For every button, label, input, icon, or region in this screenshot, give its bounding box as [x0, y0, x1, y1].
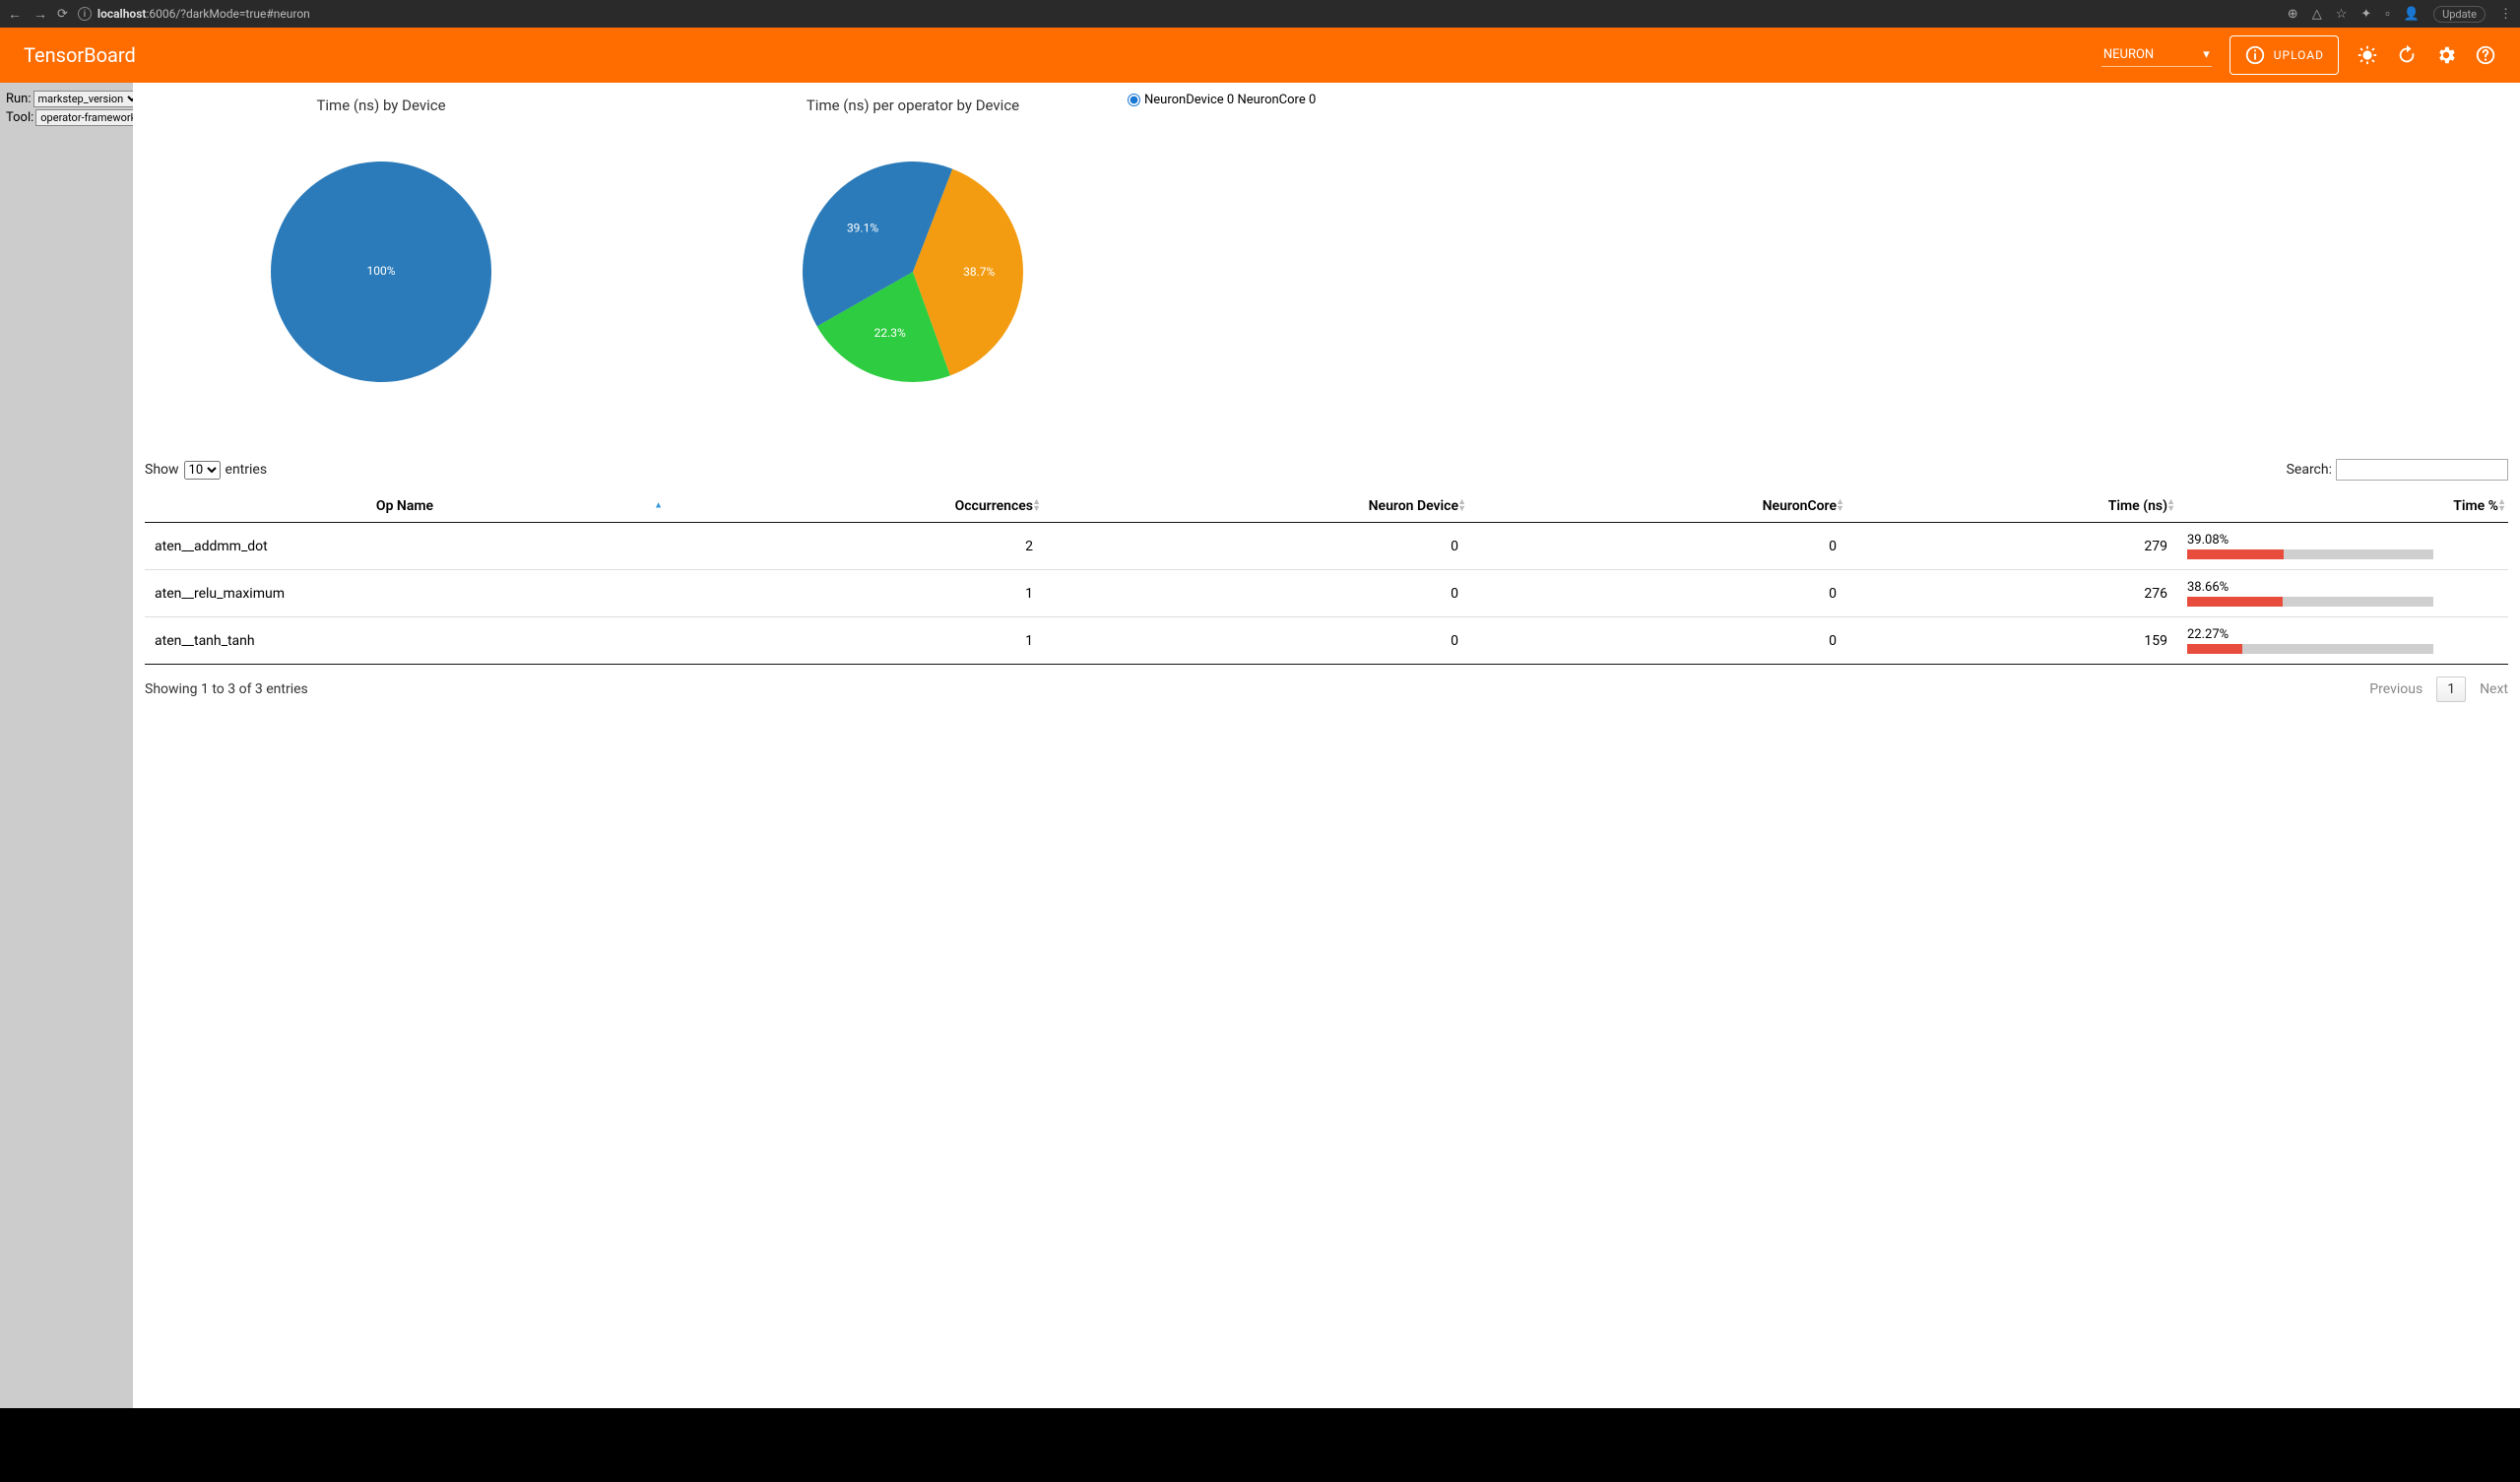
run-select[interactable]: markstep_version [33, 91, 141, 107]
info-icon [2244, 44, 2266, 66]
run-label: Run: [6, 92, 32, 106]
search-input[interactable] [2336, 459, 2508, 481]
chart-title: Time (ns) by Device [145, 97, 617, 114]
entries-label: entries [226, 462, 268, 478]
page-size-select[interactable]: 10 [184, 461, 221, 480]
chart-time-by-device: Time (ns) by Device 100% [145, 97, 617, 400]
upload-button[interactable]: UPLOAD [2229, 35, 2339, 75]
operators-table: Op Name▲Occurrences▲▼Neuron Device▲▼Neur… [145, 490, 2508, 665]
svg-text:100%: 100% [366, 264, 395, 278]
table-cell: 279 [1846, 523, 2177, 570]
table-info: Showing 1 to 3 of 3 entries [145, 681, 308, 697]
column-header[interactable]: Time %▲▼ [2177, 490, 2508, 523]
gear-icon[interactable] [2435, 44, 2457, 66]
address-bar[interactable]: i localhost:6006/?darkMode=true#neuron [78, 7, 310, 21]
zoom-icon[interactable]: ⊕ [2288, 7, 2298, 22]
time-pct-cell: 22.27% [2177, 617, 2508, 665]
browser-chrome: ← → ⟳ i localhost:6006/?darkMode=true#ne… [0, 0, 2520, 28]
profile-icon[interactable]: 👤 [2404, 7, 2420, 22]
next-button[interactable]: Next [2480, 681, 2508, 697]
reload-button[interactable]: ⟳ [57, 7, 68, 22]
share-icon[interactable]: △ [2312, 7, 2322, 22]
update-button[interactable]: Update [2433, 6, 2486, 23]
column-header[interactable]: Time (ns)▲▼ [1846, 490, 2177, 523]
table-cell: 1 [665, 617, 1043, 665]
main-content: NeuronDevice 0 NeuronCore 0 Time (ns) by… [133, 83, 2520, 1408]
column-header[interactable]: NeuronCore▲▼ [1468, 490, 1846, 523]
column-header[interactable]: Op Name▲ [145, 490, 665, 523]
tool-label: Tool: [6, 110, 33, 125]
chevron-down-icon: ▾ [2203, 47, 2210, 62]
column-header[interactable]: Neuron Device▲▼ [1043, 490, 1468, 523]
column-header[interactable]: Occurrences▲▼ [665, 490, 1043, 523]
sidebar: Run: markstep_version Tool: operator-fra… [0, 83, 133, 1408]
table-cell: 159 [1846, 617, 2177, 665]
page-number[interactable]: 1 [2436, 677, 2466, 702]
app-header: TensorBoard NEURON ▾ UPLOAD [0, 28, 2520, 83]
svg-text:22.3%: 22.3% [874, 326, 906, 340]
star-icon[interactable]: ☆ [2336, 7, 2348, 22]
forward-button[interactable]: → [33, 6, 47, 23]
chart-title: Time (ns) per operator by Device [677, 97, 1149, 114]
url-host: localhost [97, 7, 147, 21]
time-pct-cell: 39.08% [2177, 523, 2508, 570]
legend-radio[interactable] [1128, 94, 1140, 106]
table-row: aten__tanh_tanh10015922.27% [145, 617, 2508, 665]
table-cell: 0 [1468, 617, 1846, 665]
url-path: :6006/?darkMode=true#neuron [146, 7, 309, 21]
pie-chart-2: 38.7% 22.3% 39.1% [785, 144, 1041, 400]
table-cell: 0 [1043, 523, 1468, 570]
table-cell: 0 [1468, 523, 1846, 570]
table-cell: aten__relu_maximum [145, 570, 665, 617]
table-cell: 0 [1043, 570, 1468, 617]
svg-text:39.1%: 39.1% [847, 221, 878, 234]
help-icon[interactable] [2475, 44, 2496, 66]
table-row: aten__addmm_dot20027939.08% [145, 523, 2508, 570]
prev-button[interactable]: Previous [2369, 681, 2423, 697]
overflow-menu-icon[interactable]: ⋮ [2499, 7, 2512, 22]
table-cell: 0 [1043, 617, 1468, 665]
chart-time-per-operator: Time (ns) per operator by Device 38.7% 22… [677, 97, 1149, 400]
table-row: aten__relu_maximum10027638.66% [145, 570, 2508, 617]
puzzle-icon[interactable]: ✦ [2360, 7, 2371, 22]
upload-label: UPLOAD [2274, 48, 2324, 62]
table-cell: 1 [665, 570, 1043, 617]
table-cell: aten__tanh_tanh [145, 617, 665, 665]
show-label: Show [145, 462, 179, 478]
pie-chart-1: 100% [253, 144, 509, 400]
plugin-select-value: NEURON [2103, 47, 2154, 62]
back-button[interactable]: ← [8, 6, 22, 23]
panel-icon[interactable]: ▫ [2385, 6, 2390, 22]
search-label: Search: [2287, 462, 2332, 478]
legend: NeuronDevice 0 NeuronCore 0 [1128, 93, 1316, 107]
refresh-icon[interactable] [2396, 44, 2418, 66]
app-title: TensorBoard [24, 43, 136, 67]
time-pct-cell: 38.66% [2177, 570, 2508, 617]
table-cell: 2 [665, 523, 1043, 570]
table-cell: 276 [1846, 570, 2177, 617]
site-info-icon[interactable]: i [78, 7, 92, 21]
legend-label: NeuronDevice 0 NeuronCore 0 [1144, 93, 1316, 107]
table-cell: 0 [1468, 570, 1846, 617]
svg-text:38.7%: 38.7% [963, 265, 995, 279]
dark-mode-icon[interactable] [2357, 44, 2378, 66]
bottom-bar [0, 1408, 2520, 1482]
plugin-select[interactable]: NEURON ▾ [2101, 43, 2212, 67]
table-cell: aten__addmm_dot [145, 523, 665, 570]
